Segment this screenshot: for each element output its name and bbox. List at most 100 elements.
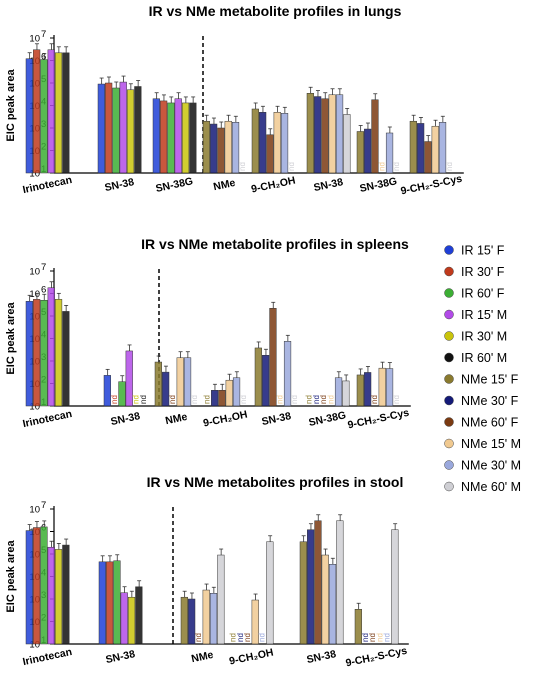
bar — [152, 98, 160, 174]
legend-marker — [444, 395, 454, 406]
nd-label: nd — [275, 395, 284, 404]
nd-label: nd — [132, 395, 141, 404]
bar — [371, 99, 379, 174]
bar — [25, 530, 33, 645]
chart-panel-0: IR vs NMe metabolite profiles in lungs EI… — [5, 3, 464, 197]
bar — [314, 520, 322, 645]
bar — [174, 98, 182, 174]
bar — [127, 596, 136, 645]
nd-label: nd — [236, 633, 245, 642]
nd-label: nd — [368, 633, 377, 642]
category-label: SN-38 — [110, 410, 142, 428]
bar — [356, 131, 364, 174]
category-label: SN-38G — [308, 409, 348, 429]
bar — [335, 94, 344, 174]
bar — [33, 49, 41, 174]
y-tick-label: 10 — [29, 640, 40, 651]
y-tick-exponent: 7 — [41, 29, 46, 40]
bar — [266, 541, 274, 645]
chart-title: IR vs NMe metabolite profiles in spleens — [141, 236, 409, 252]
bar — [343, 114, 351, 174]
bar — [47, 49, 55, 174]
nd-label: nd — [290, 395, 299, 404]
y-tick-label: 10 — [29, 267, 40, 278]
nd-label: nd — [312, 395, 321, 404]
nd-label: nd — [361, 633, 370, 642]
nd-label: nd — [258, 633, 267, 642]
bar — [356, 374, 364, 407]
legend-marker — [444, 266, 454, 277]
bar — [33, 527, 41, 645]
category-label: 9-CH₂-S-Cys — [345, 645, 409, 670]
legend-label: NMe 30' M — [461, 459, 521, 473]
y-axis-label: EIC peak area — [5, 540, 17, 613]
bar — [135, 586, 143, 645]
nd-label: nd — [228, 633, 237, 642]
bar — [409, 120, 417, 174]
bar — [266, 134, 274, 174]
y-tick-label: 10 — [29, 169, 40, 180]
category-label: 9-CH₂-S-Cys — [347, 407, 411, 432]
legend-marker — [444, 417, 454, 427]
bar — [417, 123, 425, 174]
legend-label: NMe 15' F — [461, 373, 519, 387]
bar — [391, 529, 399, 645]
bar — [299, 541, 307, 645]
bar — [106, 561, 114, 645]
legend-label: IR 15' M — [461, 308, 507, 322]
bar — [306, 93, 314, 174]
bar — [259, 112, 267, 174]
bar — [47, 546, 55, 645]
bar — [269, 308, 277, 407]
bar — [262, 355, 270, 407]
bar — [120, 592, 128, 645]
category-label: NMe — [190, 649, 214, 665]
y-tick-label: 10 — [29, 402, 40, 413]
bar — [424, 141, 432, 174]
bar — [154, 361, 162, 407]
legend-marker — [444, 288, 454, 298]
bar — [273, 112, 281, 174]
bar — [40, 526, 48, 645]
bar — [328, 564, 337, 645]
bar — [97, 83, 105, 174]
y-axis-label: EIC peak area — [5, 302, 17, 375]
category-label: 9-CH₂-S-Cys — [400, 173, 464, 198]
nd-label: nd — [202, 395, 211, 404]
nd-label: nd — [190, 395, 199, 404]
nd-label: nd — [304, 395, 313, 404]
bar — [217, 127, 225, 174]
bar — [113, 560, 121, 645]
nd-label: nd — [168, 395, 177, 404]
bar — [47, 287, 55, 407]
y-tick-exponent: 6 — [41, 285, 46, 296]
category-label: SN-38 — [313, 176, 345, 194]
chart-panel-1: IR vs NMe metabolite profiles in spleens… — [5, 236, 411, 431]
nd-label: nd — [445, 162, 454, 171]
category-label: SN-38 — [104, 176, 136, 194]
category-label: SN-38 — [261, 410, 293, 428]
legend-label: IR 30' M — [461, 330, 507, 344]
nd-label: nd — [238, 162, 247, 171]
bar — [62, 311, 70, 407]
legend-label: IR 30' F — [461, 265, 505, 279]
bar — [119, 81, 127, 174]
bar — [25, 58, 33, 174]
bar — [112, 87, 120, 174]
legend-marker — [444, 245, 454, 255]
bar — [217, 554, 225, 645]
nd-label: nd — [287, 162, 296, 171]
bar — [62, 52, 70, 174]
legend-marker — [444, 331, 454, 341]
bar — [54, 52, 63, 174]
bar — [336, 520, 344, 645]
bar — [321, 554, 329, 645]
y-tick-label: 10 — [29, 505, 40, 516]
bar — [218, 390, 226, 407]
bar — [62, 544, 70, 645]
bar — [431, 125, 439, 174]
nd-label: nd — [319, 395, 328, 404]
category-label: SN-38 — [306, 648, 338, 666]
bar — [254, 347, 262, 407]
nd-label: nd — [383, 633, 392, 642]
